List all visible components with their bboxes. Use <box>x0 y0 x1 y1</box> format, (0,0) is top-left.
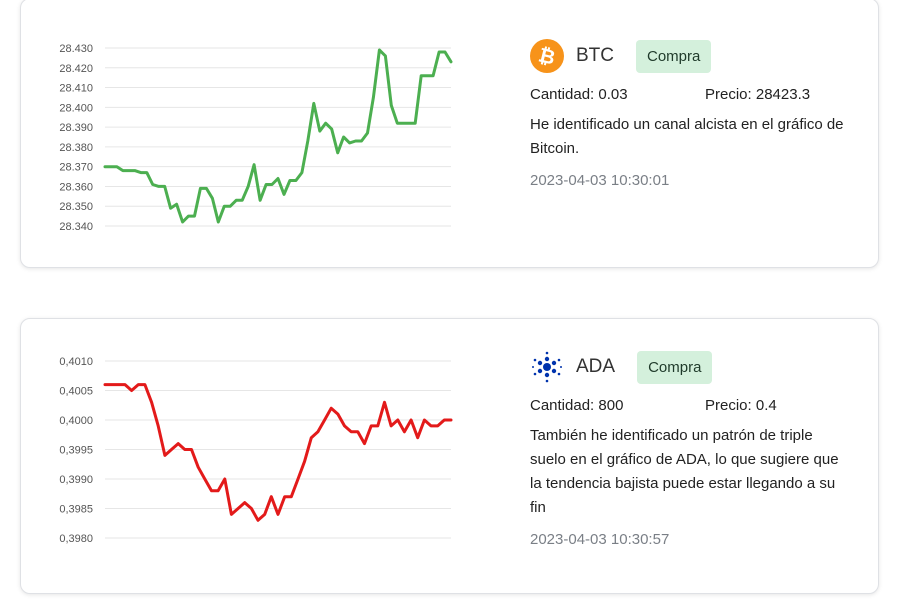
trade-meta: Cantidad: 800 Precio: 0.4 <box>530 396 850 416</box>
coin-header: ADA Compra <box>530 350 850 384</box>
quantity-label: Cantidad: 0.03 <box>530 86 628 103</box>
cardano-icon <box>532 351 562 383</box>
signal-card-btc: 28.430 28.420 28.410 28.400 28.390 28.380 28.3… <box>20 0 879 268</box>
price-series-line <box>103 383 453 522</box>
price-label: Precio: 0.4 <box>705 397 777 414</box>
y-tick-label: 28.380 <box>59 142 93 154</box>
y-tick-label: 28.370 <box>59 162 93 174</box>
y-tick-label: 28.420 <box>59 63 93 75</box>
price-chart-btc: 28.430 28.420 28.410 28.400 28.390 28.380 28.3… <box>59 43 453 233</box>
action-badge: Compra <box>636 39 712 73</box>
timestamp: 2023-04-03 10:30:57 <box>530 531 670 548</box>
y-tick-label: 28.400 <box>59 102 93 114</box>
y-tick-label: 28.430 <box>59 43 93 55</box>
price-chart-ada: 0,4010 0,4005 0,4000 0,3995 0,3990 0,3985 0,39… <box>59 356 453 545</box>
y-tick-label: 0,3995 <box>59 445 93 457</box>
y-tick-label: 0,3990 <box>59 474 93 486</box>
y-tick-label: 0,4010 <box>59 356 93 368</box>
y-tick-label: 0,4000 <box>59 415 93 427</box>
signal-info-btc: ₿ BTC Compra Cantidad: 0.03 Precio: 2842… <box>530 39 850 191</box>
signal-info-ada: ADA Compra Cantidad: 800 Precio: 0.4 Tam… <box>530 350 850 550</box>
trade-meta: Cantidad: 0.03 Precio: 28423.3 <box>530 85 850 105</box>
signal-description: También he identificado un patrón de tri… <box>530 427 839 516</box>
y-tick-label: 28.390 <box>59 122 93 134</box>
y-tick-label: 28.350 <box>59 201 93 213</box>
price-series-line <box>103 48 453 224</box>
bitcoin-icon: ₿ <box>530 39 564 73</box>
coin-header: ₿ BTC Compra <box>530 39 850 73</box>
y-tick-label: 0,4005 <box>59 386 93 398</box>
y-tick-label: 0,3980 <box>59 533 93 545</box>
coin-symbol: ADA <box>576 356 616 377</box>
action-badge: Compra <box>637 350 713 384</box>
y-tick-label: 28.360 <box>59 181 93 193</box>
quantity-label: Cantidad: 800 <box>530 397 624 414</box>
y-tick-label: 28.340 <box>59 221 93 233</box>
coin-symbol: BTC <box>576 45 614 66</box>
y-tick-label: 28.410 <box>59 83 93 95</box>
svg-text:₿: ₿ <box>536 42 558 69</box>
y-tick-label: 0,3985 <box>59 504 93 516</box>
signal-description: He identificado un canal alcista en el g… <box>530 116 844 157</box>
timestamp: 2023-04-03 10:30:01 <box>530 172 670 189</box>
price-label: Precio: 28423.3 <box>705 86 811 103</box>
signal-card-ada: 0,4010 0,4005 0,4000 0,3995 0,3990 0,3985 0,39… <box>20 318 879 594</box>
